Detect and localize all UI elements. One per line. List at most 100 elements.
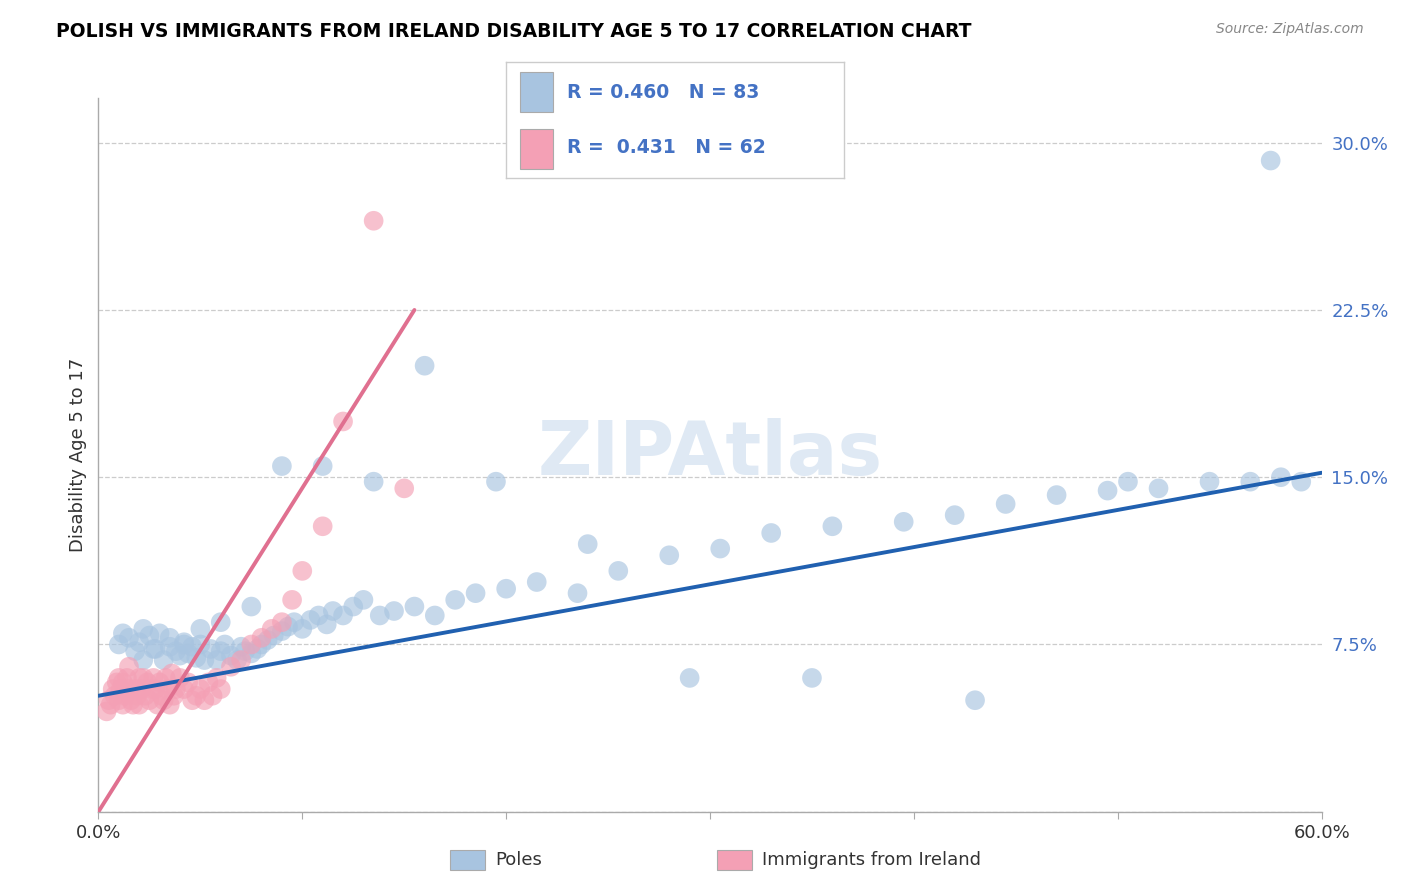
Point xyxy=(145,681,167,696)
Point xyxy=(413,359,436,373)
Point xyxy=(240,599,263,614)
Point xyxy=(128,671,150,685)
Point xyxy=(382,604,405,618)
Point xyxy=(193,693,215,707)
Point xyxy=(181,693,204,707)
Text: R =  0.431   N = 62: R = 0.431 N = 62 xyxy=(567,137,766,157)
Point xyxy=(761,526,783,541)
Point xyxy=(118,681,141,696)
Y-axis label: Disability Age 5 to 17: Disability Age 5 to 17 xyxy=(69,358,87,552)
Point xyxy=(209,644,232,658)
Point xyxy=(1147,482,1170,496)
Text: Source: ZipAtlas.com: Source: ZipAtlas.com xyxy=(1216,22,1364,37)
Point xyxy=(332,414,354,429)
Point xyxy=(283,615,305,630)
Point xyxy=(181,640,204,654)
Point xyxy=(485,475,508,489)
Point xyxy=(127,689,149,703)
Point xyxy=(186,689,208,703)
Point xyxy=(169,648,191,663)
Point xyxy=(1097,483,1119,498)
Point xyxy=(368,608,391,623)
Point xyxy=(128,698,150,712)
Point xyxy=(607,564,630,578)
Point xyxy=(250,631,273,645)
Point xyxy=(105,675,128,690)
Point xyxy=(160,666,183,681)
Point xyxy=(159,640,181,654)
Point xyxy=(200,642,222,657)
Point xyxy=(404,599,426,614)
Point xyxy=(97,693,120,707)
Point xyxy=(136,675,159,690)
Point xyxy=(1239,475,1261,489)
Point xyxy=(188,622,212,636)
Point xyxy=(138,628,160,642)
Point xyxy=(231,653,253,667)
Point xyxy=(155,671,177,685)
Point xyxy=(214,637,236,651)
Point xyxy=(141,681,163,696)
Point xyxy=(1116,475,1139,489)
Point xyxy=(159,631,181,645)
Point xyxy=(205,653,228,667)
Point xyxy=(108,693,131,707)
Point xyxy=(132,653,155,667)
Point xyxy=(240,646,263,660)
Point xyxy=(186,651,208,665)
Point xyxy=(821,519,844,533)
Point xyxy=(1291,475,1313,489)
Point xyxy=(308,608,330,623)
Point xyxy=(111,698,134,712)
Point xyxy=(118,660,141,674)
Point xyxy=(193,653,215,667)
Point xyxy=(299,613,322,627)
Point xyxy=(464,586,486,600)
Point xyxy=(281,592,304,607)
Point xyxy=(277,619,299,633)
Point xyxy=(132,671,155,685)
Point xyxy=(263,628,285,642)
Point xyxy=(142,671,165,685)
Point xyxy=(165,681,187,696)
Point xyxy=(256,633,278,648)
Point xyxy=(1260,153,1282,168)
Point xyxy=(149,626,172,640)
Point xyxy=(994,497,1017,511)
Text: POLISH VS IMMIGRANTS FROM IRELAND DISABILITY AGE 5 TO 17 CORRELATION CHART: POLISH VS IMMIGRANTS FROM IRELAND DISABI… xyxy=(56,22,972,41)
Point xyxy=(322,604,344,618)
Bar xyxy=(520,71,554,112)
Point xyxy=(124,644,146,658)
Point xyxy=(132,622,155,636)
Point xyxy=(260,622,283,636)
Point xyxy=(111,626,134,640)
Point xyxy=(152,693,174,707)
Point xyxy=(576,537,599,551)
Point xyxy=(201,689,224,703)
Point xyxy=(231,640,253,654)
Point xyxy=(188,681,212,696)
Point xyxy=(159,698,181,712)
Point xyxy=(209,681,232,696)
Point xyxy=(246,642,269,657)
Point xyxy=(709,541,731,556)
Point xyxy=(188,637,212,651)
Point xyxy=(120,693,142,707)
Point xyxy=(173,681,195,696)
Point xyxy=(363,475,385,489)
Point xyxy=(291,564,314,578)
Point xyxy=(134,689,156,703)
Point xyxy=(124,681,146,696)
Point xyxy=(152,653,174,667)
Text: ZIPAtlas: ZIPAtlas xyxy=(537,418,883,491)
Point xyxy=(495,582,517,596)
Point xyxy=(163,689,186,703)
Point xyxy=(146,698,169,712)
Point xyxy=(315,617,337,632)
Point xyxy=(1045,488,1069,502)
Point xyxy=(1270,470,1292,484)
Point xyxy=(219,648,242,663)
Point xyxy=(312,519,335,533)
Point xyxy=(801,671,824,685)
Point xyxy=(197,675,219,690)
